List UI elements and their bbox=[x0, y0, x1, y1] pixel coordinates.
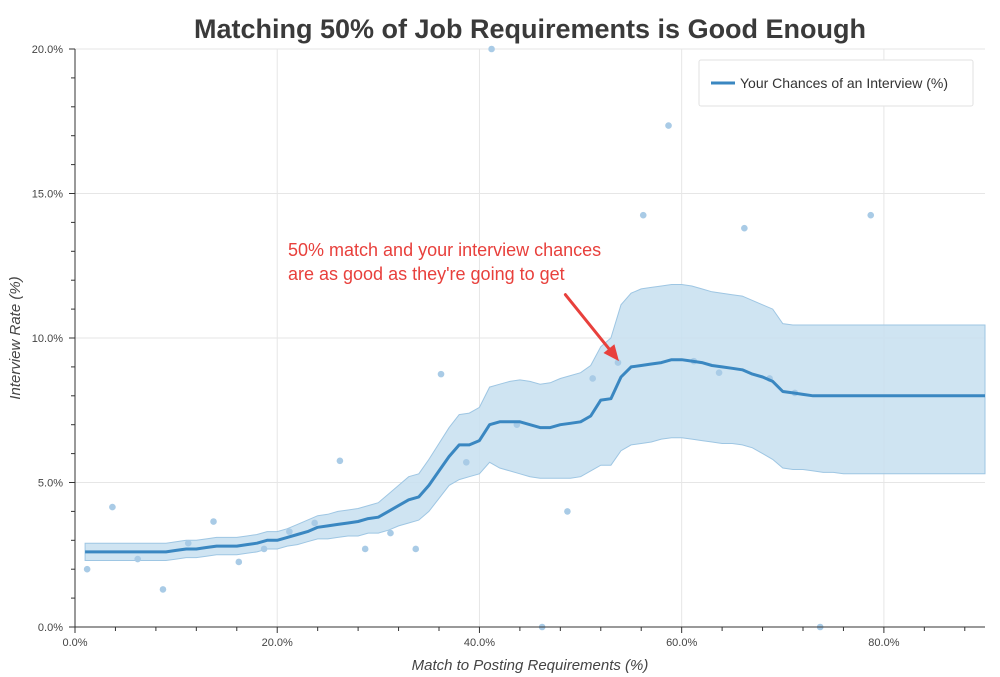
x-tick-label: 80.0% bbox=[868, 637, 899, 649]
axes bbox=[69, 48, 985, 633]
x-tick-label: 40.0% bbox=[464, 637, 495, 649]
scatter-point bbox=[260, 545, 268, 553]
confidence-band bbox=[84, 284, 986, 561]
series-line-group bbox=[85, 358, 985, 554]
y-tick-label: 20.0% bbox=[32, 44, 63, 56]
confidence-band-area bbox=[84, 284, 986, 561]
scatter-point bbox=[412, 545, 420, 553]
y-tick-label: 15.0% bbox=[32, 189, 63, 201]
scatter-point bbox=[235, 558, 243, 566]
scatter-point bbox=[387, 529, 394, 537]
scatter-point bbox=[564, 508, 571, 515]
scatter-point bbox=[867, 211, 875, 219]
y-axis-label: Interview Rate (%) bbox=[7, 276, 24, 399]
scatter-point bbox=[159, 586, 167, 593]
scatter-point bbox=[741, 224, 748, 232]
scatter-point bbox=[134, 555, 141, 563]
scatter-point bbox=[311, 519, 318, 527]
chart-title: Matching 50% of Job Requirements is Good… bbox=[194, 14, 866, 44]
scatter-point bbox=[614, 359, 622, 366]
scatter-point bbox=[210, 518, 217, 525]
x-tick-label: 20.0% bbox=[262, 637, 293, 649]
annotation-arrow-head bbox=[603, 344, 619, 362]
x-tick-label: 60.0% bbox=[666, 637, 697, 649]
y-tick-label: 5.0% bbox=[38, 478, 63, 490]
scatter-points bbox=[83, 45, 875, 631]
scatter-point bbox=[589, 375, 596, 382]
y-tick-label: 0.0% bbox=[38, 622, 63, 634]
legend-box bbox=[698, 59, 974, 107]
scatter-point bbox=[109, 503, 116, 511]
grid bbox=[75, 48, 985, 627]
tick-labels: 0.0% 20.0% 40.0% 60.0% 80.0% 0.0% 5.0% 10.0% 15.… bbox=[32, 44, 900, 649]
scatter-point bbox=[463, 458, 470, 466]
x-axis-label: Match to Posting Requirements (%) bbox=[412, 657, 649, 674]
legend-label: Your Chances of an Interview (%) bbox=[740, 75, 948, 91]
scatter-point bbox=[665, 122, 672, 129]
scatter-point bbox=[83, 565, 91, 573]
annotation-text-line: 50% match and your interview chances bbox=[288, 240, 601, 260]
annotation-arrow-shaft bbox=[563, 293, 611, 351]
annotation: 50% match and your interview chances are … bbox=[288, 240, 619, 362]
scatter-point bbox=[184, 539, 192, 547]
scatter-point bbox=[437, 370, 445, 378]
scatter-point bbox=[715, 369, 723, 376]
scatter-point bbox=[639, 211, 647, 219]
scatter-point bbox=[286, 528, 293, 535]
legend: Your Chances of an Interview (%) bbox=[698, 59, 974, 107]
annotation-text-line: are as good as they're going to get bbox=[288, 264, 565, 284]
y-tick-label: 10.0% bbox=[32, 333, 63, 345]
scatter-point bbox=[336, 457, 344, 465]
x-tick-label: 0.0% bbox=[62, 637, 87, 649]
scatter-point bbox=[361, 545, 369, 553]
scatter-point bbox=[488, 45, 495, 53]
series-line bbox=[85, 358, 985, 554]
